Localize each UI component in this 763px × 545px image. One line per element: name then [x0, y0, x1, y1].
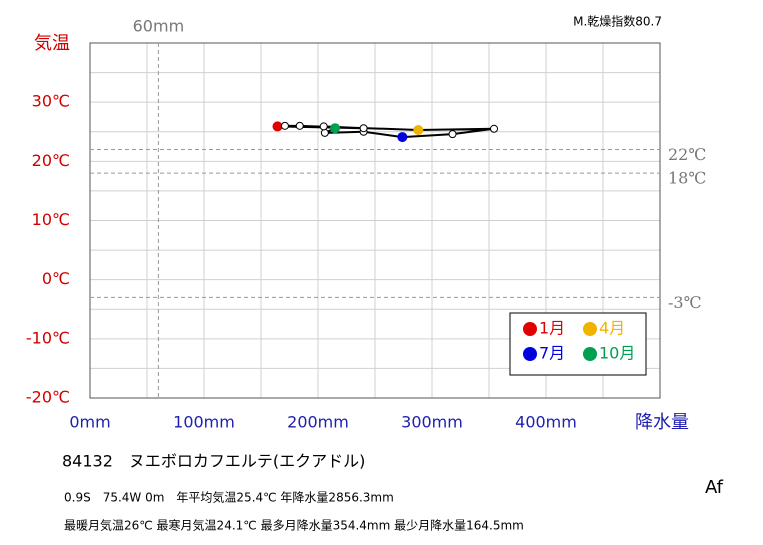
month-point [490, 124, 499, 133]
y-tick-label: 10℃ [32, 210, 70, 229]
x-tick-label: 100mm [173, 413, 235, 432]
info-line: 最暖月気温26℃ 最寒月気温24.1℃ 最多月降水量354.4mm 最少月降水量… [64, 518, 524, 533]
station: 84132 ヌエボロカフエルテ(エクアドル) [62, 452, 365, 471]
month-point [448, 130, 457, 139]
legend-marker [583, 322, 597, 336]
reference-label: 60mm [133, 17, 185, 36]
index-label: M.乾燥指数80.7 [573, 14, 662, 29]
plot-frame [89, 42, 661, 399]
month-point [295, 121, 304, 130]
legend-label: 10月 [599, 344, 635, 363]
legend-label: 7月 [539, 344, 565, 363]
legend-marker [523, 347, 537, 361]
legend-marker [583, 347, 597, 361]
y-tick-label: -10℃ [26, 328, 70, 347]
legend-label: 4月 [599, 319, 625, 338]
x-tick-label: 0mm [69, 413, 110, 432]
month-point [397, 132, 408, 143]
y-tick-label: 0℃ [42, 269, 70, 288]
reference-label: 18℃ [668, 169, 706, 188]
month-point [272, 121, 283, 132]
month-point [413, 124, 424, 135]
month-point [280, 121, 289, 130]
month-point [330, 123, 341, 134]
month-point [320, 128, 329, 137]
x-tick-label: 400mm [515, 413, 577, 432]
info-line: 0.9S 75.4W 0m 年平均気温25.4℃ 年降水量2856.3mm [64, 490, 394, 505]
y-label: 気温 [34, 33, 70, 54]
month-point [319, 122, 328, 131]
reference-label: -3℃ [668, 293, 701, 312]
legend-marker [523, 322, 537, 336]
y-tick-label: 30℃ [32, 92, 70, 111]
x-tick-label: 300mm [401, 413, 463, 432]
legend-label: 1月 [539, 319, 565, 338]
x-tick-label: 200mm [287, 413, 349, 432]
climate-class: Af [705, 477, 724, 498]
reference-label: 22℃ [668, 145, 706, 164]
y-tick-label: -20℃ [26, 388, 70, 407]
month-point [359, 124, 368, 133]
x-label: 降水量 [635, 412, 689, 433]
y-tick-label: 20℃ [32, 151, 70, 170]
